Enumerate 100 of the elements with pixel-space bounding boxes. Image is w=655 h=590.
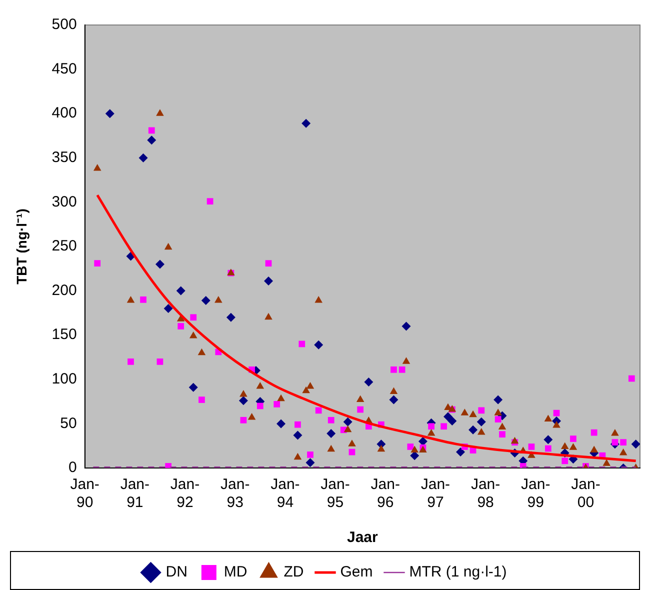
point <box>477 428 486 435</box>
point <box>528 444 535 450</box>
point <box>164 242 172 250</box>
y-tick-label: 100 <box>52 370 77 388</box>
point <box>307 452 314 458</box>
point <box>302 386 310 394</box>
point <box>140 296 146 303</box>
point <box>611 428 619 436</box>
x-tick-label: Jan-97 <box>420 476 450 512</box>
point <box>494 395 503 404</box>
point <box>553 410 560 416</box>
x-tick-label: Jan-91 <box>120 476 150 512</box>
point <box>343 417 352 426</box>
y-tick-label: 400 <box>52 104 77 122</box>
x-tick-label: Jan-00 <box>571 476 600 512</box>
point <box>590 429 598 436</box>
point <box>428 423 434 430</box>
point <box>206 198 214 204</box>
x-tick-label: Jan-93 <box>220 476 250 512</box>
point <box>276 419 286 428</box>
point <box>248 413 256 420</box>
point <box>198 348 206 356</box>
point <box>348 440 356 446</box>
y-tick-label: 250 <box>52 238 77 255</box>
point <box>468 425 478 434</box>
point <box>443 412 452 422</box>
point <box>178 323 184 330</box>
point <box>410 446 418 453</box>
point <box>494 416 502 422</box>
point <box>156 358 164 365</box>
point <box>389 395 398 404</box>
point <box>427 428 436 436</box>
legend-label: Gem <box>340 564 373 581</box>
legend-label: ZD <box>284 564 304 581</box>
point <box>240 390 248 397</box>
point <box>612 439 618 446</box>
point <box>440 423 447 430</box>
point <box>499 431 506 438</box>
legend-label: DN <box>166 564 188 581</box>
point <box>494 408 502 416</box>
y-tick-label: 200 <box>52 282 77 299</box>
point <box>544 435 553 444</box>
point <box>398 366 406 373</box>
line-series <box>96 194 638 462</box>
point <box>302 118 311 128</box>
point <box>256 382 264 389</box>
point <box>569 443 578 450</box>
y-tick-label: 350 <box>52 149 77 166</box>
point <box>590 446 598 453</box>
point <box>265 260 272 267</box>
point <box>315 407 322 414</box>
point <box>402 357 410 364</box>
point <box>306 382 314 389</box>
point <box>314 296 322 303</box>
point <box>344 425 352 432</box>
point <box>201 296 210 306</box>
point <box>327 444 336 452</box>
point <box>456 448 466 457</box>
point <box>357 406 364 413</box>
point <box>314 340 324 350</box>
point <box>238 396 248 406</box>
point <box>277 394 285 402</box>
point <box>189 331 198 338</box>
point <box>390 366 397 373</box>
y-tick-label: 150 <box>52 326 77 344</box>
point <box>402 322 411 331</box>
point <box>198 396 205 403</box>
x-tick-label: Jan-94 <box>270 476 300 512</box>
point <box>126 296 135 303</box>
point <box>552 420 560 428</box>
x-tick-label: Jan-92 <box>170 476 200 512</box>
point <box>328 416 334 424</box>
point <box>560 442 569 449</box>
point <box>147 136 156 145</box>
point <box>570 436 576 442</box>
point <box>256 402 264 410</box>
point <box>619 448 628 456</box>
point <box>390 387 398 394</box>
point <box>544 445 552 452</box>
x-axis-title: Jaar <box>346 529 378 546</box>
point <box>469 410 477 418</box>
point <box>93 164 102 171</box>
point <box>226 312 236 322</box>
point <box>190 314 197 321</box>
x-tick-label: Jan-90 <box>70 476 100 512</box>
y-tick-label: 450 <box>52 60 77 78</box>
point <box>105 109 114 118</box>
y-tick-label: 0 <box>68 459 77 476</box>
point <box>214 296 222 303</box>
point <box>176 286 186 296</box>
point <box>148 127 155 134</box>
point <box>326 428 336 438</box>
point <box>510 436 519 444</box>
x-tick-label: Jan-96 <box>370 476 400 512</box>
y-tick-label: 500 <box>52 16 77 34</box>
x-tick-label: Jan-98 <box>470 476 500 512</box>
point <box>240 416 247 424</box>
y-tick-label: 50 <box>60 414 77 432</box>
legend-label: MD <box>224 564 248 581</box>
point <box>298 340 306 348</box>
